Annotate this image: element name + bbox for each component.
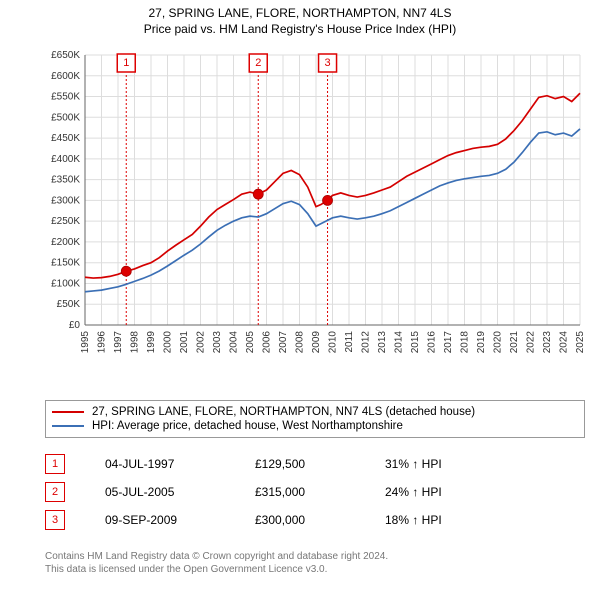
transaction-row: 1 04-JUL-1997£129,50031% ↑ HPI [45, 450, 585, 478]
y-tick-label: £400K [51, 154, 80, 165]
x-tick-label: 2011 [344, 331, 355, 353]
x-tick-label: 2009 [311, 331, 322, 354]
event-marker [121, 266, 131, 276]
footnote-line-1: Contains HM Land Registry data © Crown c… [45, 550, 388, 563]
legend: 27, SPRING LANE, FLORE, NORTHAMPTON, NN7… [45, 400, 585, 438]
legend-swatch [52, 411, 84, 413]
y-tick-label: £100K [51, 278, 80, 289]
x-tick-label: 1998 [130, 331, 141, 354]
x-tick-label: 2006 [262, 331, 273, 354]
x-tick-label: 2003 [212, 331, 223, 354]
event-badge-number: 1 [123, 57, 129, 69]
x-tick-label: 2007 [278, 331, 289, 354]
title-line-2: Price paid vs. HM Land Registry's House … [0, 22, 600, 38]
transaction-badge: 1 [45, 454, 65, 474]
x-tick-label: 2001 [179, 331, 190, 354]
y-tick-label: £300K [51, 195, 80, 206]
transaction-badge: 2 [45, 482, 65, 502]
x-tick-label: 2012 [361, 331, 372, 354]
x-tick-label: 2013 [377, 331, 388, 354]
x-tick-label: 2021 [509, 331, 520, 354]
x-tick-label: 2008 [295, 331, 306, 354]
footnote: Contains HM Land Registry data © Crown c… [45, 550, 388, 576]
transaction-row: 3 09-SEP-2009£300,00018% ↑ HPI [45, 506, 585, 534]
x-tick-label: 2020 [493, 331, 504, 354]
transaction-date: 05-JUL-2005 [105, 485, 255, 499]
transaction-badge: 3 [45, 510, 65, 530]
transaction-price: £300,000 [255, 513, 385, 527]
legend-item: HPI: Average price, detached house, West… [52, 419, 578, 433]
event-marker [253, 189, 263, 199]
transaction-diff: 31% ↑ HPI [385, 457, 515, 471]
transaction-date: 04-JUL-1997 [105, 457, 255, 471]
x-tick-label: 2017 [443, 331, 454, 354]
transaction-price: £129,500 [255, 457, 385, 471]
x-tick-label: 2019 [476, 331, 487, 354]
transaction-price: £315,000 [255, 485, 385, 499]
x-tick-label: 2014 [394, 331, 405, 354]
x-tick-label: 1996 [97, 331, 108, 354]
event-marker [323, 195, 333, 205]
chart-title: 27, SPRING LANE, FLORE, NORTHAMPTON, NN7… [0, 0, 600, 37]
footnote-line-2: This data is licensed under the Open Gov… [45, 563, 388, 576]
x-tick-label: 2024 [559, 331, 570, 354]
x-tick-label: 2000 [163, 331, 174, 354]
y-tick-label: £150K [51, 258, 80, 269]
transaction-table: 1 04-JUL-1997£129,50031% ↑ HPI 2 05-JUL-200… [45, 450, 585, 534]
x-tick-label: 2005 [245, 331, 256, 354]
x-tick-label: 2025 [575, 331, 585, 354]
y-tick-label: £600K [51, 71, 80, 82]
x-tick-label: 2010 [328, 331, 339, 354]
y-tick-label: £350K [51, 175, 80, 186]
y-tick-label: £450K [51, 133, 80, 144]
transaction-date: 09-SEP-2009 [105, 513, 255, 527]
y-tick-label: £250K [51, 216, 80, 227]
y-tick-label: £0 [69, 320, 81, 331]
price-chart: £0 £50K £100K £150K £200K £250K £300K £350K £400… [45, 50, 585, 360]
legend-item: 27, SPRING LANE, FLORE, NORTHAMPTON, NN7… [52, 405, 578, 419]
transaction-diff: 24% ↑ HPI [385, 485, 515, 499]
y-tick-label: £500K [51, 112, 80, 123]
x-tick-label: 2023 [542, 331, 553, 354]
event-badge-number: 3 [324, 57, 330, 69]
title-line-1: 27, SPRING LANE, FLORE, NORTHAMPTON, NN7… [0, 6, 600, 22]
y-tick-label: £650K [51, 50, 80, 61]
y-tick-label: £50K [57, 299, 81, 310]
x-tick-label: 1999 [146, 331, 157, 354]
x-tick-label: 2002 [196, 331, 207, 354]
legend-swatch [52, 425, 84, 427]
x-tick-label: 1995 [80, 331, 91, 354]
transaction-row: 2 05-JUL-2005£315,00024% ↑ HPI [45, 478, 585, 506]
legend-label: HPI: Average price, detached house, West… [92, 420, 403, 432]
x-tick-label: 2015 [410, 331, 421, 354]
x-tick-label: 2016 [427, 331, 438, 354]
x-tick-label: 2022 [526, 331, 537, 354]
transaction-diff: 18% ↑ HPI [385, 513, 515, 527]
x-tick-label: 2004 [229, 331, 240, 354]
x-tick-label: 2018 [460, 331, 471, 354]
y-tick-label: £200K [51, 237, 80, 248]
legend-label: 27, SPRING LANE, FLORE, NORTHAMPTON, NN7… [92, 406, 475, 418]
y-tick-label: £550K [51, 92, 80, 103]
x-tick-label: 1997 [113, 331, 124, 354]
event-badge-number: 2 [255, 57, 261, 69]
